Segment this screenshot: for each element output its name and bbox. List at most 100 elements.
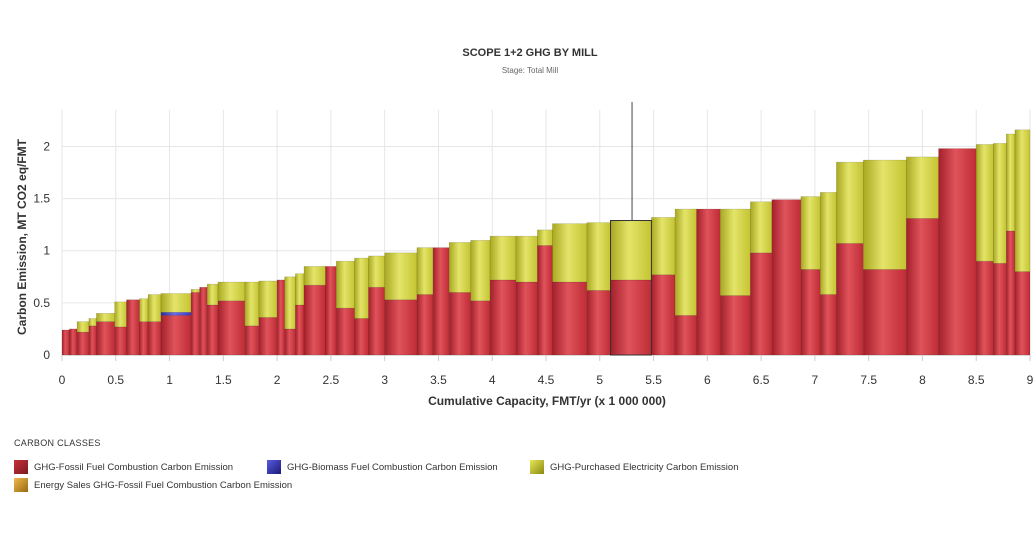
legend-swatch-fossil [14, 460, 28, 474]
bar-electricity [160, 293, 192, 313]
bar-fossil [537, 245, 553, 356]
x-tick-label: 2 [274, 373, 281, 387]
legend-label-biomass: GHG-Biomass Fuel Combustion Carbon Emiss… [287, 461, 498, 473]
bar-electricity [1014, 129, 1031, 272]
bar-fossil [126, 299, 140, 356]
bar-electricity [303, 266, 326, 286]
legend-swatch-electricity [530, 460, 544, 474]
bar-fossil [448, 292, 472, 356]
y-tick-label: 2 [43, 139, 50, 153]
bar-electricity [88, 318, 97, 327]
y-tick-label: 0.5 [33, 296, 50, 310]
legend-item-biomass[interactable]: GHG-Biomass Fuel Combustion Carbon Emiss… [267, 460, 530, 474]
bar-fossil [190, 292, 200, 356]
legend-item-energy-sales[interactable]: Energy Sales GHG-Fossil Fuel Combustion … [14, 478, 292, 492]
bar-fossil [368, 286, 385, 356]
x-tick-label: 4 [489, 373, 496, 387]
bar-fossil [276, 279, 285, 356]
legend-row: GHG-Fossil Fuel Combustion Carbon Emissi… [14, 458, 914, 476]
bar-electricity [586, 222, 611, 291]
highlight-outline [610, 220, 652, 356]
x-tick-label: 5.5 [645, 373, 662, 387]
chart-highlight [610, 102, 652, 356]
bar-fossil [470, 300, 491, 356]
bar-fossil [284, 328, 296, 356]
legend-swatch-biomass [267, 460, 281, 474]
bar-electricity [139, 298, 149, 322]
x-tick-label: 7 [812, 373, 819, 387]
bar-fossil [1014, 271, 1031, 356]
x-tick-label: 2.5 [323, 373, 340, 387]
bar-fossil [217, 300, 246, 356]
bar-fossil [862, 269, 907, 356]
bar-electricity [217, 281, 246, 302]
bar-electricity [674, 208, 697, 316]
bar-electricity [906, 156, 939, 219]
bar-electricity [489, 235, 517, 281]
y-tick-label: 1 [43, 244, 50, 258]
bar-fossil [147, 321, 162, 356]
bar-fossil [139, 321, 149, 356]
bar-fossil [489, 279, 517, 356]
bar-fossil [335, 307, 355, 356]
y-axis-ticks: 0 0.5 1 1.5 2 [33, 139, 50, 362]
bar-electricity [368, 255, 385, 288]
bar-electricity [448, 242, 472, 293]
chart-title: SCOPE 1+2 GHG BY MILL [462, 47, 597, 59]
bar-fossil [160, 315, 192, 356]
chart-subtitle: Stage: Total Mill [502, 66, 559, 75]
legend-title: CARBON CLASSES [14, 438, 101, 448]
bar-electricity [96, 312, 116, 322]
bar-electricity [836, 161, 864, 244]
bar-electricity [552, 223, 588, 283]
legend-row: Energy Sales GHG-Fossil Fuel Combustion … [14, 476, 914, 494]
bar-fossil [771, 199, 802, 356]
y-tick-label: 0 [43, 348, 50, 362]
bar-fossil [199, 286, 208, 356]
bar-fossil [651, 274, 676, 356]
x-axis-label: Cumulative Capacity, FMT/yr (x 1 000 000… [428, 394, 666, 408]
legend-swatch-energy-sales [14, 478, 28, 492]
bar-electricity [975, 144, 994, 262]
bar-electricity [416, 247, 434, 295]
bar-fossil [96, 321, 116, 356]
x-tick-label: 0 [59, 373, 66, 387]
x-tick-label: 1.5 [215, 373, 232, 387]
bar-fossil [432, 247, 450, 356]
bar-electricity [114, 301, 127, 328]
bar-fossil [325, 266, 337, 356]
legend-label-energy-sales: Energy Sales GHG-Fossil Fuel Combustion … [34, 479, 293, 491]
bar-fossil [114, 326, 127, 356]
legend-item-fossil[interactable]: GHG-Fossil Fuel Combustion Carbon Emissi… [14, 460, 267, 474]
bar-electricity [862, 159, 907, 270]
bar-electricity [750, 201, 773, 254]
bar-electricity [1006, 133, 1016, 232]
x-tick-label: 0.5 [107, 373, 124, 387]
legend-item-electricity[interactable]: GHG-Purchased Electricity Carbon Emissio… [530, 460, 738, 474]
bar-fossil [295, 304, 305, 356]
bar-electricity [258, 280, 278, 318]
legend: CARBON CLASSES GHG-Fossil Fuel Combustio… [14, 438, 914, 494]
bar-electricity [651, 217, 676, 276]
legend-label-fossil: GHG-Fossil Fuel Combustion Carbon Emissi… [34, 461, 234, 473]
bar-fossil [88, 325, 97, 356]
bar-electricity [76, 321, 90, 333]
x-tick-label: 9 [1027, 373, 1034, 387]
bar-electricity [354, 257, 369, 319]
legend-label-electricity: GHG-Purchased Electricity Carbon Emissio… [550, 461, 739, 473]
bar-fossil [696, 208, 721, 356]
bar-electricity [610, 220, 652, 281]
bar-fossil [975, 260, 994, 356]
bar-fossil [586, 290, 611, 356]
bar-fossil [303, 284, 326, 356]
bar-fossil [206, 304, 219, 356]
bar-electricity [335, 260, 355, 309]
bar-electricity [515, 235, 538, 283]
bar-fossil [1006, 230, 1016, 356]
bar-fossil [719, 295, 751, 356]
bar-fossil [800, 269, 821, 356]
bar-electricity [470, 240, 491, 302]
bar-electricity [244, 281, 260, 327]
x-tick-label: 3.5 [430, 373, 447, 387]
